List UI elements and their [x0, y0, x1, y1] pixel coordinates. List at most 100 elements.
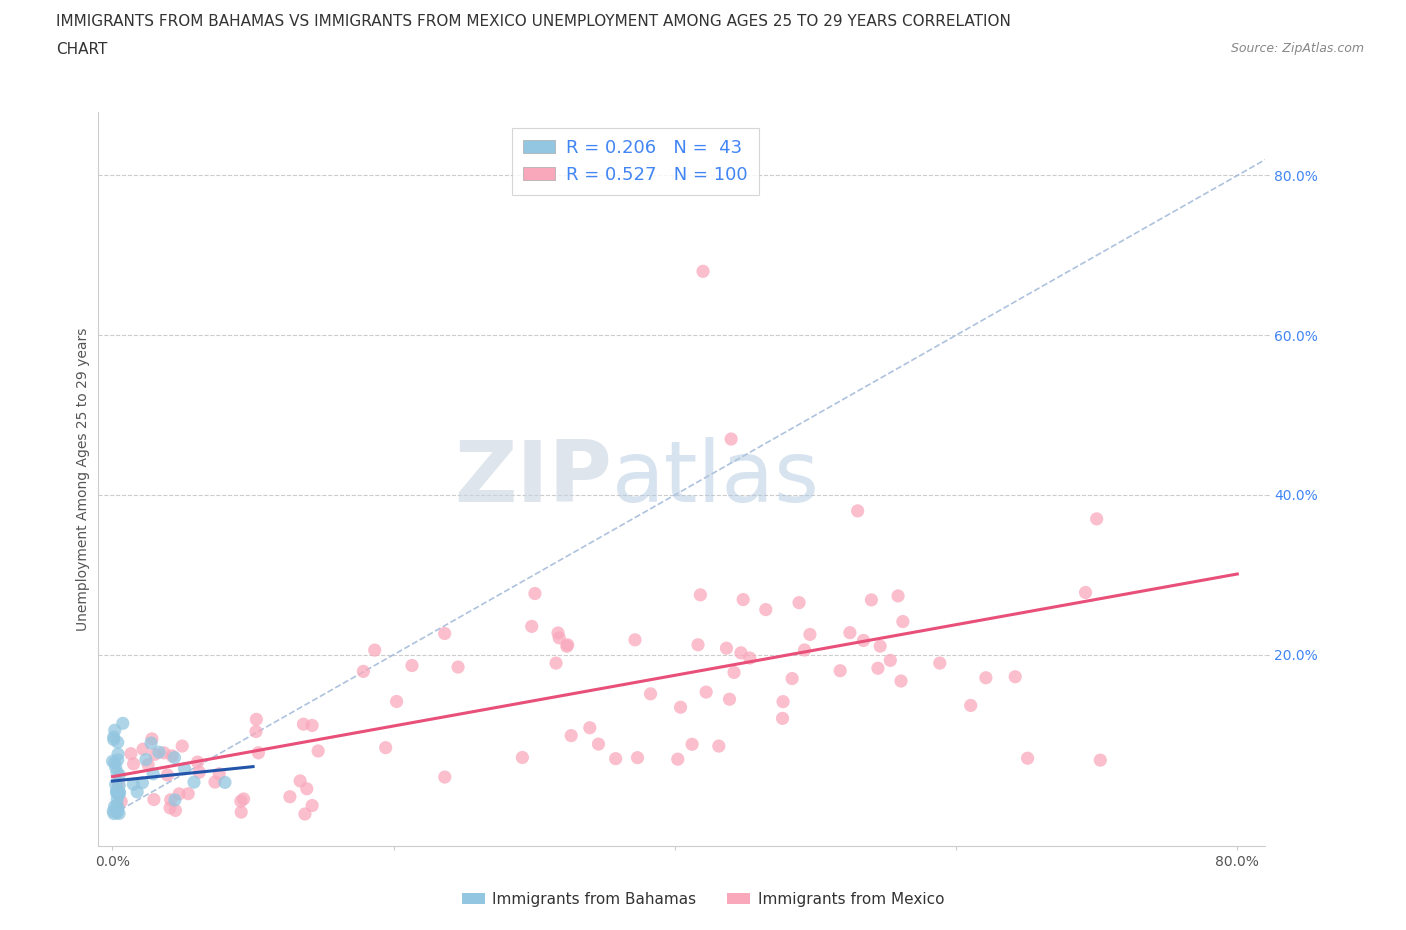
Point	[105, 785, 128, 800]
Point	[165, 803, 187, 817]
Point	[959, 698, 981, 713]
Point	[105, 783, 128, 798]
Point	[692, 264, 714, 279]
Point	[689, 588, 711, 603]
Point	[107, 802, 129, 817]
Point	[141, 731, 163, 746]
Text: IMMIGRANTS FROM BAHAMAS VS IMMIGRANTS FROM MEXICO UNEMPLOYMENT AMONG AGES 25 TO : IMMIGRANTS FROM BAHAMAS VS IMMIGRANTS FR…	[56, 14, 1011, 29]
Text: atlas: atlas	[612, 437, 820, 521]
Point	[730, 645, 752, 660]
Point	[557, 637, 579, 652]
Point	[105, 765, 128, 780]
Point	[214, 775, 236, 790]
Point	[143, 747, 166, 762]
Point	[173, 762, 195, 777]
Point	[723, 665, 745, 680]
Point	[799, 627, 821, 642]
Point	[718, 692, 741, 707]
Point	[167, 787, 190, 802]
Point	[107, 801, 129, 816]
Point	[846, 503, 869, 518]
Point	[716, 641, 738, 656]
Point	[187, 754, 209, 769]
Point	[107, 787, 129, 802]
Point	[110, 794, 132, 809]
Point	[107, 735, 129, 750]
Point	[374, 740, 396, 755]
Point	[208, 766, 231, 781]
Point	[385, 694, 408, 709]
Point	[183, 775, 205, 790]
Point	[1017, 751, 1039, 765]
Point	[204, 775, 226, 790]
Point	[107, 752, 129, 767]
Point	[288, 774, 311, 789]
Point	[107, 747, 129, 762]
Point	[278, 790, 301, 804]
Point	[159, 792, 181, 807]
Point	[105, 797, 128, 812]
Point	[830, 663, 852, 678]
Point	[447, 659, 470, 674]
Point	[122, 756, 145, 771]
Point	[301, 718, 323, 733]
Point	[120, 746, 142, 761]
Point	[860, 592, 883, 607]
Point	[547, 626, 569, 641]
Point	[229, 793, 252, 808]
Point	[364, 643, 387, 658]
Point	[793, 643, 815, 658]
Point	[108, 785, 131, 800]
Point	[103, 804, 125, 818]
Point	[105, 805, 128, 820]
Point	[624, 632, 647, 647]
Point	[787, 595, 810, 610]
Point	[640, 686, 662, 701]
Point	[879, 653, 901, 668]
Point	[105, 791, 128, 806]
Point	[1074, 585, 1097, 600]
Point	[891, 614, 914, 629]
Point	[105, 783, 128, 798]
Y-axis label: Unemployment Among Ages 25 to 29 years: Unemployment Among Ages 25 to 29 years	[76, 327, 90, 631]
Point	[104, 755, 127, 770]
Point	[890, 673, 912, 688]
Point	[103, 806, 125, 821]
Point	[294, 806, 316, 821]
Point	[153, 745, 176, 760]
Point	[245, 724, 267, 739]
Point	[295, 781, 318, 796]
Point	[695, 684, 717, 699]
Point	[104, 777, 127, 791]
Point	[772, 711, 794, 725]
Point	[555, 639, 578, 654]
Point	[1090, 752, 1112, 767]
Point	[578, 721, 600, 736]
Point	[107, 788, 129, 803]
Point	[103, 730, 125, 745]
Point	[103, 799, 125, 814]
Point	[142, 766, 165, 781]
Point	[135, 752, 157, 767]
Point	[1004, 670, 1026, 684]
Point	[626, 751, 648, 765]
Point	[104, 760, 127, 775]
Point	[108, 806, 131, 821]
Point	[1085, 512, 1108, 526]
Point	[107, 776, 129, 790]
Point	[103, 732, 125, 747]
Text: CHART: CHART	[56, 42, 108, 57]
Point	[232, 791, 254, 806]
Point	[163, 751, 186, 765]
Point	[148, 745, 170, 760]
Point	[605, 751, 627, 766]
Point	[247, 745, 270, 760]
Point	[122, 777, 145, 791]
Point	[231, 804, 253, 819]
Point	[686, 637, 709, 652]
Point	[720, 432, 742, 446]
Point	[245, 711, 267, 726]
Point	[136, 757, 159, 772]
Point	[159, 801, 181, 816]
Point	[887, 589, 910, 604]
